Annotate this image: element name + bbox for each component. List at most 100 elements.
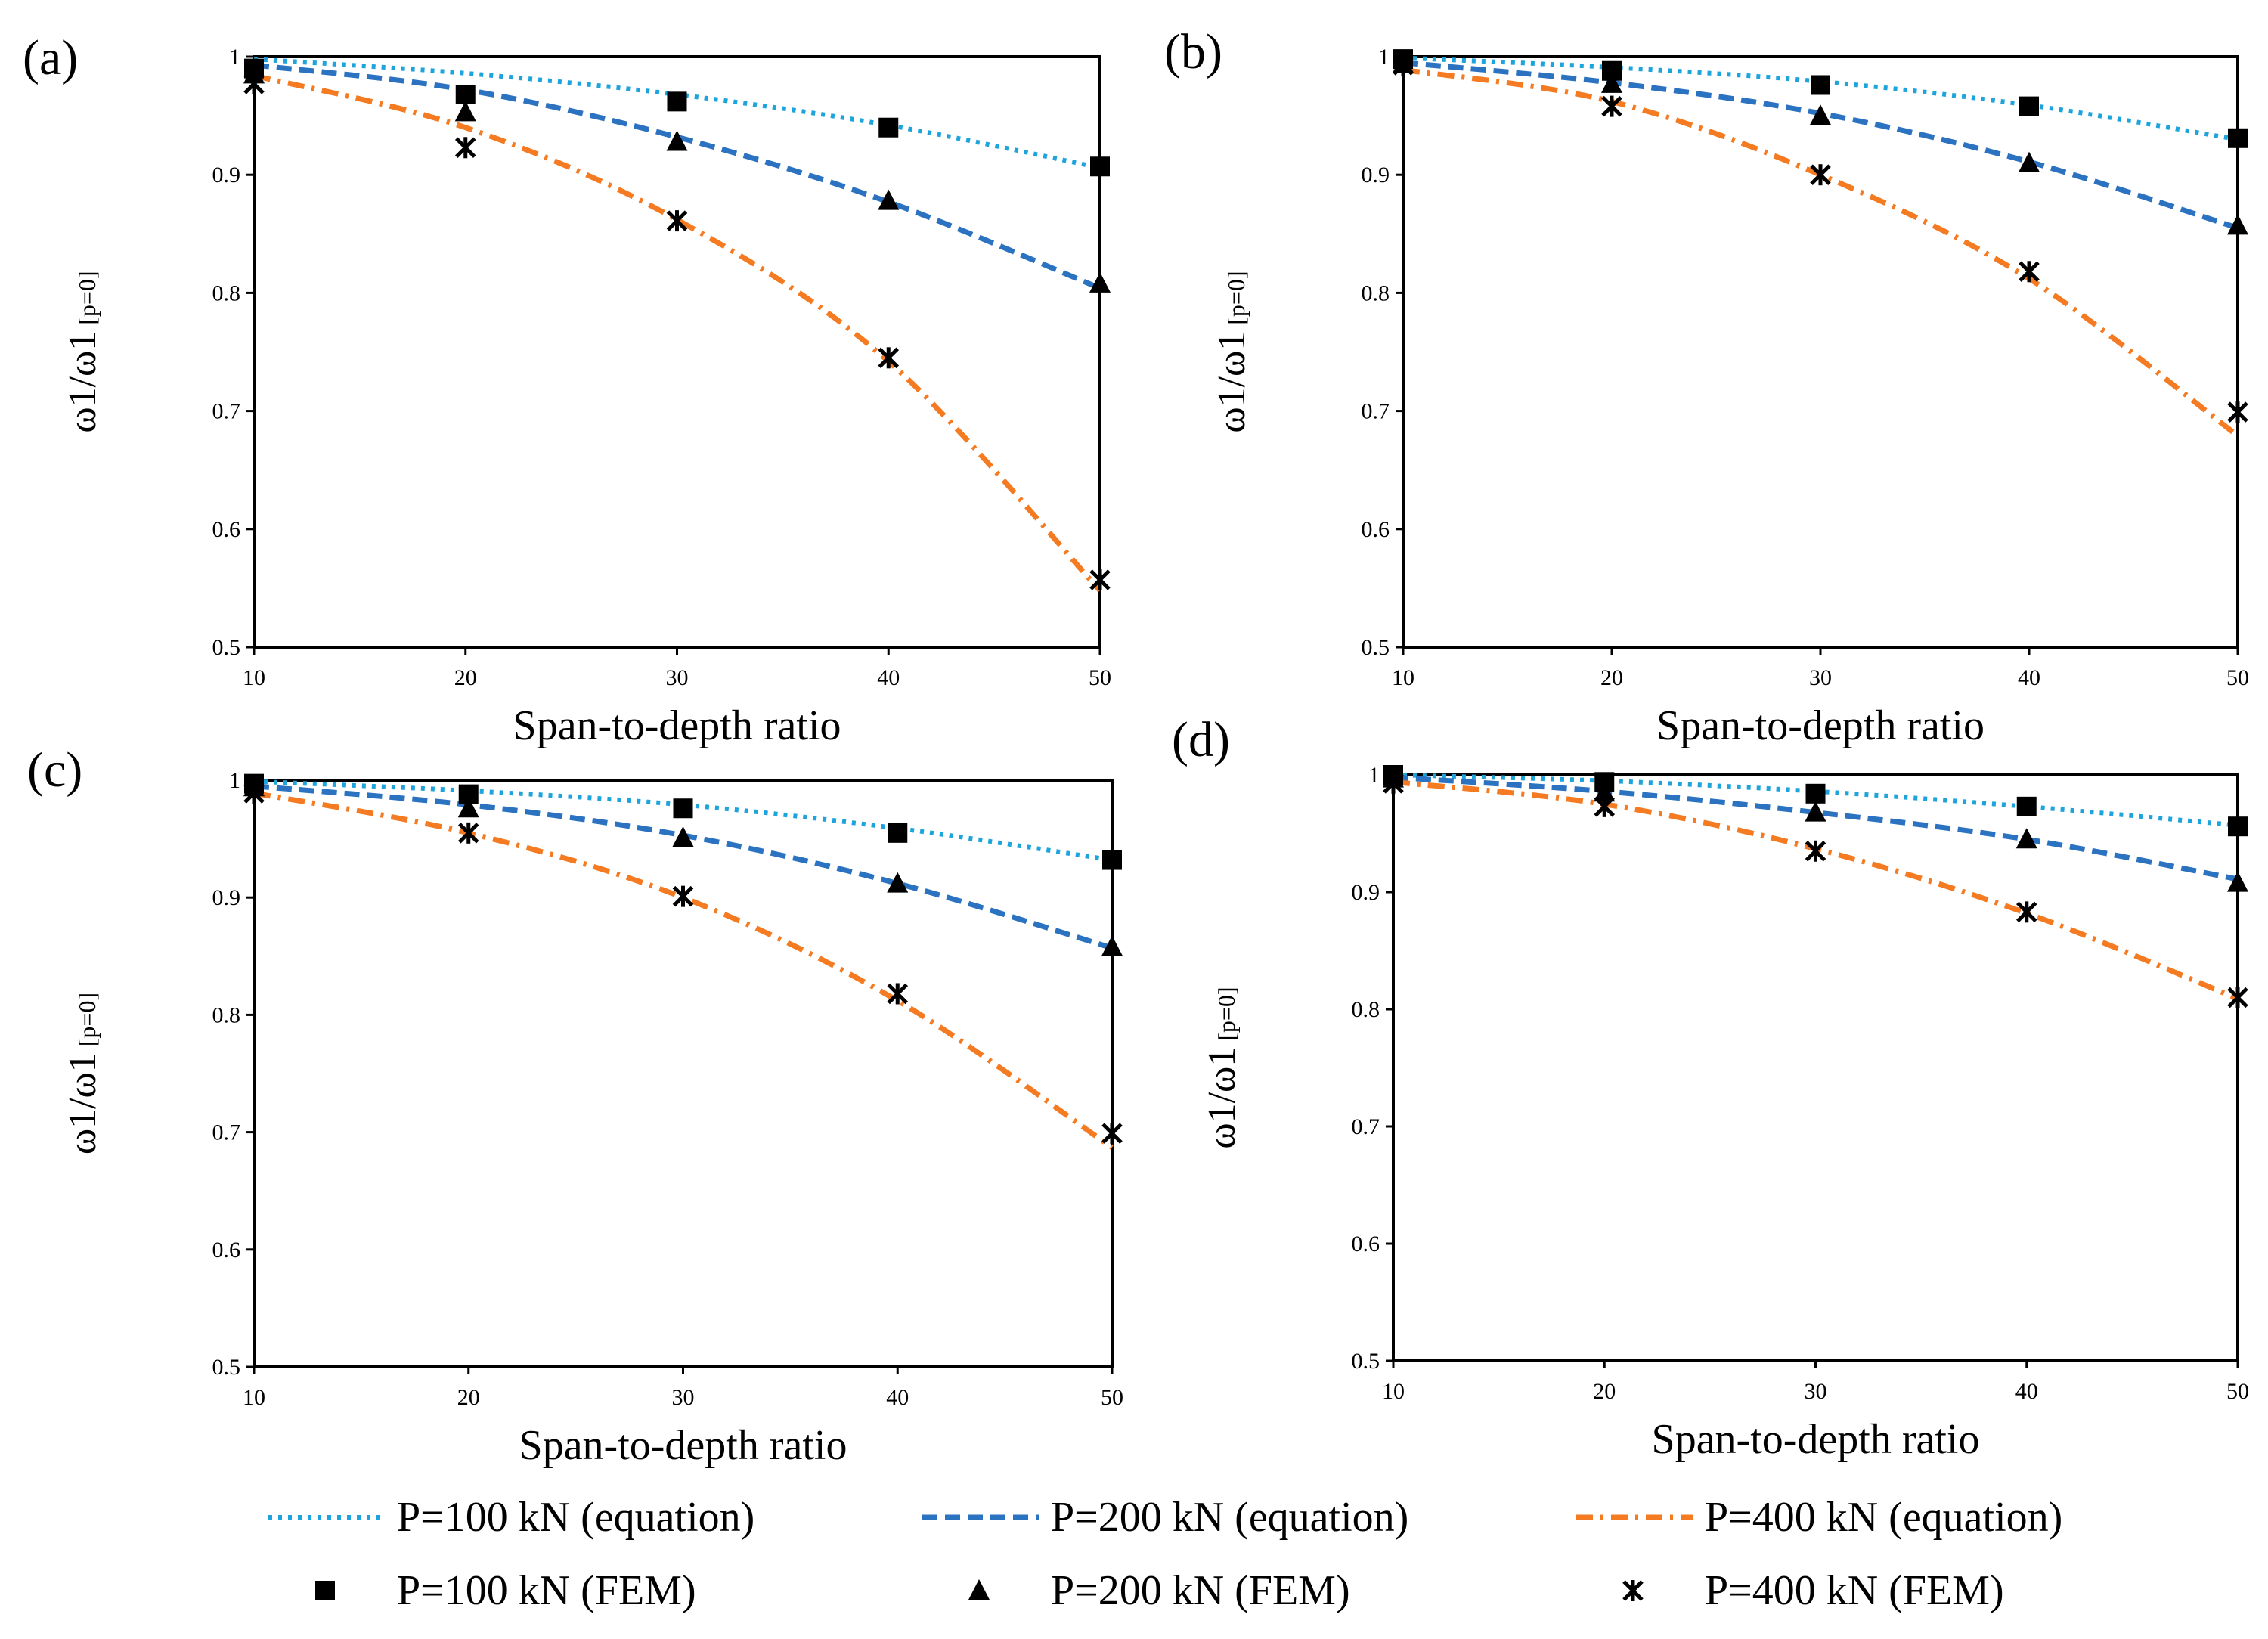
- fem-point-triangle: [1089, 271, 1111, 293]
- y-axis-title-subscript: [p=0]: [73, 271, 101, 324]
- plot-frame: [253, 779, 1114, 1368]
- x-tick-label: 30: [666, 665, 689, 690]
- y-tick-label: 0.8: [212, 280, 241, 305]
- y-axis-title: ω1/ω1 [p=0]: [1210, 271, 1253, 432]
- fem-point-star: [243, 782, 265, 804]
- y-tick-label: 0.5: [212, 1355, 241, 1380]
- y-axis-title: ω1/ω1 [p=0]: [1201, 987, 1244, 1148]
- x-tick-label: 30: [1809, 665, 1832, 690]
- fem-point-triangle: [672, 826, 694, 847]
- panel-4: 0.5 0.6 0.7 0.8 0.9 1 10 20 30 40 50 Span-to-depth …: [1172, 712, 2249, 1463]
- y-tick-label: 0.6: [212, 1238, 241, 1263]
- panel-label: (d): [1172, 712, 1230, 767]
- legend-item: P=100 kN (FEM): [315, 1567, 696, 1614]
- fem-point-star: [672, 885, 694, 907]
- fem-point-star: [1101, 1123, 1123, 1145]
- fem-point-square: [2228, 816, 2248, 837]
- fem-point-triangle: [1805, 801, 1826, 822]
- y-tick-label: 0.5: [1352, 1349, 1380, 1374]
- fem-point-square: [1090, 156, 1110, 177]
- fem-point-star: [887, 983, 909, 1005]
- fem-point-star: [1594, 795, 1616, 817]
- y-tick-label: 0.9: [212, 163, 241, 187]
- fem-point-star: [1810, 164, 1831, 186]
- x-tick-label: 50: [1089, 665, 1111, 690]
- y-axis-title-main: ω1/ω1: [1210, 331, 1253, 433]
- y-tick-label: 0.8: [212, 1002, 241, 1027]
- legend-item: P=400 kN (equation): [1576, 1494, 2062, 1541]
- equation-line: [253, 73, 1102, 593]
- legend-label: P=200 kN (equation): [1051, 1494, 1408, 1541]
- fem-point-triangle: [878, 189, 900, 210]
- fem-point-triangle: [2227, 871, 2248, 892]
- x-tick-label: 20: [1600, 665, 1623, 690]
- y-axis-title-main: ω1/ω1: [61, 331, 104, 433]
- equation-line: [1402, 55, 2239, 142]
- legend-marker-star: [1622, 1580, 1644, 1601]
- fem-point-square: [1805, 783, 1826, 804]
- x-tick-label: 10: [1392, 665, 1414, 690]
- x-axis-title: Span-to-depth ratio: [513, 702, 841, 749]
- y-tick-label: 0.7: [212, 1120, 241, 1145]
- y-tick-label: 0.8: [1352, 997, 1380, 1022]
- fem-point-star: [878, 347, 900, 369]
- fem-point-square: [2228, 128, 2248, 148]
- x-tick-label: 20: [457, 1385, 480, 1410]
- y-tick-label: 0.7: [212, 399, 241, 424]
- y-tick-label: 0.5: [1362, 635, 1390, 660]
- y-tick-label: 0.6: [1352, 1232, 1380, 1256]
- x-tick-label: 50: [2226, 1379, 2249, 1404]
- fem-point-star: [2227, 401, 2248, 423]
- x-tick-label: 40: [886, 1385, 909, 1410]
- fem-point-triangle: [2019, 151, 2040, 172]
- y-axis-title: ω1/ω1 [p=0]: [61, 271, 104, 432]
- fem-point-star: [1601, 95, 1622, 117]
- fem-point-triangle: [1594, 781, 1616, 802]
- equation-line: [253, 57, 1101, 170]
- y-tick-label: 0.9: [212, 885, 241, 910]
- y-axis-title-subscript: [p=0]: [1222, 271, 1250, 324]
- fem-point-square: [2019, 96, 2039, 116]
- fem-point-triangle: [887, 872, 909, 893]
- legend-label: P=200 kN (FEM): [1051, 1567, 1350, 1614]
- x-tick-label: 20: [1593, 1379, 1616, 1404]
- y-tick-label: 1: [229, 768, 240, 793]
- x-axis-title: Span-to-depth ratio: [519, 1422, 847, 1469]
- fem-point-star: [457, 822, 479, 844]
- fem-point-star: [2015, 901, 2037, 923]
- fem-point-star: [1089, 569, 1111, 590]
- x-axis-title: Span-to-depth ratio: [1656, 702, 1984, 749]
- y-tick-label: 0.9: [1362, 163, 1390, 187]
- panel-2: 0.5 0.6 0.7 0.8 0.9 1 10 20 30 40 50 Span-to-depth …: [1164, 24, 2249, 749]
- fem-point-star: [243, 73, 265, 94]
- fem-point-triangle: [2015, 828, 2037, 849]
- fem-point-star: [1805, 840, 1826, 862]
- y-tick-label: 1: [229, 45, 240, 70]
- panel-label: (c): [27, 742, 82, 798]
- legend-label: P=400 kN (equation): [1705, 1494, 2062, 1541]
- fem-point-triangle: [1810, 104, 1831, 125]
- x-tick-label: 50: [2226, 665, 2249, 690]
- fem-point-triangle: [1101, 935, 1123, 956]
- x-tick-label: 30: [672, 1385, 695, 1410]
- y-axis-title-main: ω1/ω1: [61, 1052, 104, 1154]
- fem-point-star: [1393, 54, 1414, 76]
- y-tick-label: 0.6: [1362, 517, 1390, 542]
- panel-label: (b): [1164, 24, 1222, 79]
- fem-point-triangle: [1601, 72, 1622, 93]
- fem-point-square: [673, 798, 693, 819]
- y-tick-label: 0.9: [1352, 880, 1380, 905]
- fem-point-star: [2227, 987, 2248, 1008]
- y-tick-label: 0.7: [1362, 399, 1390, 424]
- legend: P=100 kN (equation) P=200 kN (equation) P=…: [268, 1494, 2062, 1614]
- y-tick-label: 0.5: [212, 635, 241, 660]
- y-axis-title-subscript: [p=0]: [1213, 987, 1240, 1040]
- legend-item: P=200 kN (FEM): [968, 1567, 1350, 1614]
- y-tick-label: 0.6: [212, 517, 241, 542]
- fem-point-square: [2016, 796, 2037, 816]
- panel-label: (a): [23, 30, 78, 85]
- legend-marker-square: [315, 1581, 335, 1600]
- fem-point-star: [2019, 261, 2040, 283]
- fem-point-triangle: [666, 130, 688, 151]
- fem-point-star: [454, 137, 476, 159]
